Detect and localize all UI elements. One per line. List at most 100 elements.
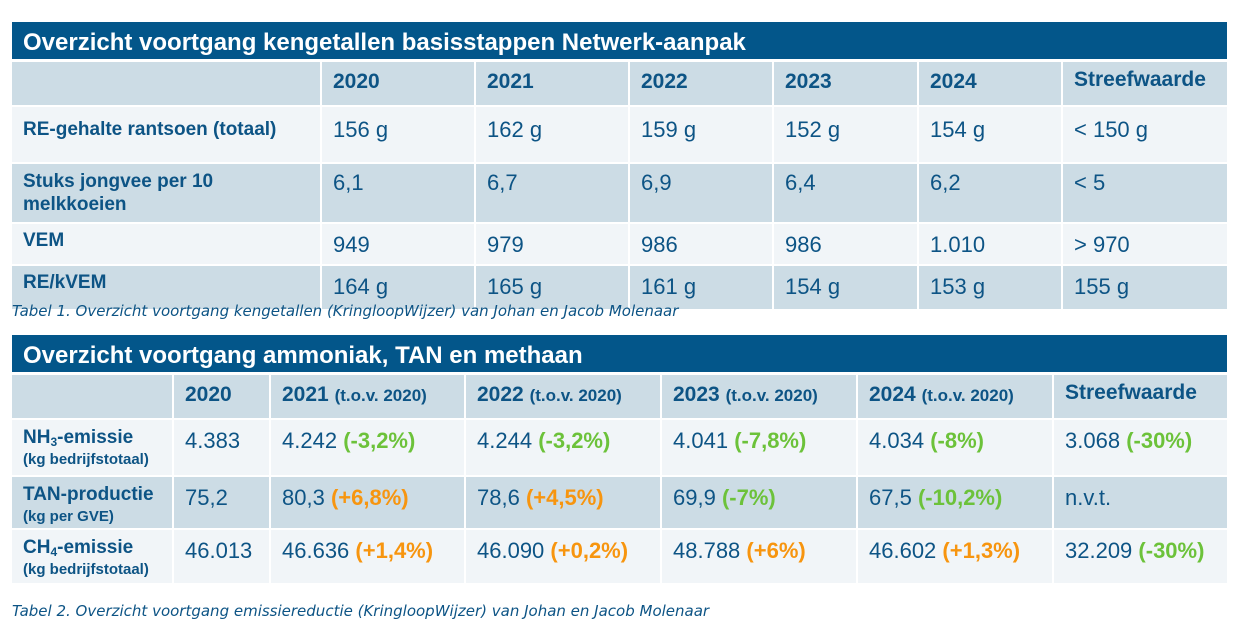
label-unit: (kg bedrijfstotaal) (23, 561, 149, 578)
table-cell: 152 g (774, 107, 919, 164)
row-label: RE-gehalte rantsoen (totaal) (12, 107, 322, 164)
header-note: (t.o.v. 2020) (725, 386, 818, 405)
table-cell: < 5 (1063, 164, 1227, 224)
table-cell: 153 g (919, 266, 1063, 311)
change-increase: (+1,3%) (942, 538, 1021, 563)
label-suffix: -emissie (57, 427, 134, 448)
table-cell: < 150 g (1063, 107, 1227, 164)
column-header: Streefwaarde (1054, 375, 1227, 420)
header-note: (t.o.v. 2020) (334, 386, 427, 405)
table-cell: 164 g (322, 266, 476, 311)
change-increase: (+1,4%) (355, 538, 434, 563)
table-cell: 80,3 (+6,8%) (271, 477, 466, 530)
header-year: 2024 (869, 383, 916, 406)
cell-value: 4.041 (673, 428, 729, 453)
change-increase: (+6%) (746, 538, 806, 563)
cell-value: 75,2 (185, 485, 228, 510)
table-cell: 48.788 (+6%) (662, 530, 858, 585)
table-cell: 165 g (476, 266, 630, 311)
change-increase: (+4,5%) (525, 485, 604, 510)
table-kengetallen: Overzicht voortgang kengetallen basissta… (12, 22, 1227, 311)
cell-value: 67,5 (869, 485, 912, 510)
table-row: RE-gehalte rantsoen (totaal) 156 g 162 g 15… (12, 107, 1227, 164)
cell-value: 48.788 (673, 538, 741, 563)
table-cell: 6,1 (322, 164, 476, 224)
table-emissies: Overzicht voortgang ammoniak, TAN en met… (12, 335, 1227, 585)
table-cell: 156 g (322, 107, 476, 164)
table-cell: 4.041 (-7,8%) (662, 420, 858, 477)
label-suffix: -emissie (57, 537, 134, 558)
change-decrease: (-30%) (1126, 428, 1193, 453)
table-cell: 949 (322, 224, 476, 266)
row-label: RE/kVEM (12, 266, 322, 311)
table1-header-row: 2020 2021 2022 2023 2024 Streefwaarde (12, 62, 1227, 107)
table-cell: 159 g (630, 107, 774, 164)
table-cell: 78,6 (+4,5%) (466, 477, 662, 530)
table2-header-row: 2020 2021 (t.o.v. 2020) 2022 (t.o.v. 2020)… (12, 375, 1227, 420)
table-cell: 4.244 (-3,2%) (466, 420, 662, 477)
cell-value: 4.034 (869, 428, 925, 453)
cell-value: n.v.t. (1065, 485, 1112, 510)
label-unit: (kg bedrijfstotaal) (23, 451, 149, 468)
label-main: NH (23, 427, 51, 448)
table1-title: Overzicht voortgang kengetallen basissta… (12, 22, 1227, 62)
table-cell: 162 g (476, 107, 630, 164)
table1-caption: Tabel 1. Overzicht voortgang kengetallen… (12, 302, 679, 320)
row-label: CH4-emissie (kg bedrijfstotaal) (12, 530, 174, 585)
cell-value: 46.013 (185, 538, 253, 563)
header-corner (12, 375, 174, 420)
cell-value: 69,9 (673, 485, 716, 510)
cell-value: 3.068 (1065, 428, 1121, 453)
label-subscript: 3 (50, 435, 58, 449)
label-main: CH (23, 537, 51, 558)
table-row: TAN-productie (kg per GVE) 75,2 80,3 (+6,8%… (12, 477, 1227, 530)
table-cell: 161 g (630, 266, 774, 311)
table-cell: 4.034 (-8%) (858, 420, 1054, 477)
column-header: 2020 (174, 375, 271, 420)
change-increase: (+6,8%) (330, 485, 409, 510)
table-row: VEM 949 979 986 986 1.010 > 970 (12, 224, 1227, 266)
header-corner (12, 62, 322, 107)
table-cell: 986 (774, 224, 919, 266)
label-subscript: 4 (50, 545, 58, 559)
table-cell: 6,9 (630, 164, 774, 224)
column-header: Streefwaarde (1063, 62, 1227, 107)
table-cell: 155 g (1063, 266, 1227, 311)
table-cell: n.v.t. (1054, 477, 1227, 530)
cell-value: 32.209 (1065, 538, 1133, 563)
column-header: 2021 (t.o.v. 2020) (271, 375, 466, 420)
change-decrease: (-10,2%) (917, 485, 1003, 510)
table-cell: 69,9 (-7%) (662, 477, 858, 530)
table-row: RE/kVEM 164 g 165 g 161 g 154 g 153 g 155 g (12, 266, 1227, 311)
column-header: 2024 (t.o.v. 2020) (858, 375, 1054, 420)
cell-value: 80,3 (282, 485, 325, 510)
cell-value: 4.244 (477, 428, 533, 453)
table-row: Stuks jongvee per 10 melkkoeien 6,1 6,7 6,9… (12, 164, 1227, 224)
cell-value: 46.636 (282, 538, 350, 563)
table-cell: 154 g (919, 107, 1063, 164)
column-header: 2023 (774, 62, 919, 107)
header-year: Streefwaarde (1065, 381, 1197, 404)
label-unit: (kg per GVE) (23, 508, 114, 525)
column-header: 2022 (630, 62, 774, 107)
table-cell: 46.636 (+1,4%) (271, 530, 466, 585)
column-header: 2020 (322, 62, 476, 107)
column-header: 2024 (919, 62, 1063, 107)
table-cell: 46.090 (+0,2%) (466, 530, 662, 585)
column-header: 2021 (476, 62, 630, 107)
table-cell: 46.013 (174, 530, 271, 585)
column-header: 2023 (t.o.v. 2020) (662, 375, 858, 420)
table-cell: 3.068 (-30%) (1054, 420, 1227, 477)
table-cell: 6,2 (919, 164, 1063, 224)
table-cell: 6,4 (774, 164, 919, 224)
change-decrease: (-7%) (721, 485, 776, 510)
cell-value: 4.383 (185, 428, 241, 453)
row-label: VEM (12, 224, 322, 266)
cell-value: 46.602 (869, 538, 937, 563)
change-decrease: (-3,2%) (538, 428, 611, 453)
header-year: 2023 (673, 383, 720, 406)
label-main: TAN-productie (23, 484, 154, 505)
table2-title: Overzicht voortgang ammoniak, TAN en met… (12, 335, 1227, 375)
table-cell: 75,2 (174, 477, 271, 530)
table-cell: 6,7 (476, 164, 630, 224)
